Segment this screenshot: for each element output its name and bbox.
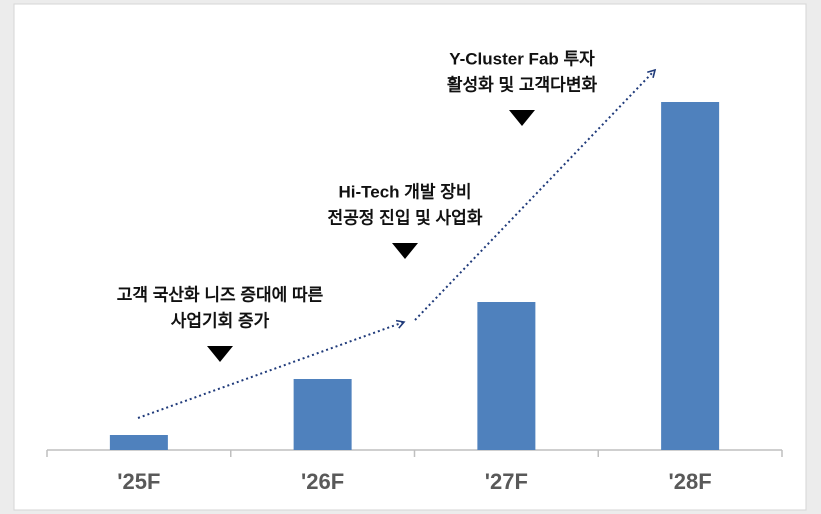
- trend-arrow: [137, 319, 406, 419]
- annotation-text: Y-Cluster Fab 투자: [449, 49, 595, 68]
- annotation-marker: [509, 110, 535, 126]
- annotation-marker: [392, 243, 418, 259]
- x-tick-label: '25F: [117, 469, 160, 494]
- bar: [477, 302, 536, 450]
- annotation-text: 전공정 진입 및 사업화: [328, 208, 483, 227]
- annotation-text: Hi-Tech 개발 장비: [338, 182, 471, 201]
- x-tick-label: '26F: [301, 469, 344, 494]
- annotation-text: 사업기회 증가: [171, 311, 270, 330]
- bar: [109, 435, 168, 450]
- bar: [293, 379, 352, 450]
- bar: [661, 102, 720, 450]
- x-tick-label: '28F: [669, 469, 712, 494]
- x-tick-label: '27F: [485, 469, 528, 494]
- annotation-marker: [207, 346, 233, 362]
- annotation-text: 고객 국산화 니즈 증대에 따른: [117, 285, 324, 304]
- annotation-text: 활성화 및 고객다변화: [447, 74, 598, 94]
